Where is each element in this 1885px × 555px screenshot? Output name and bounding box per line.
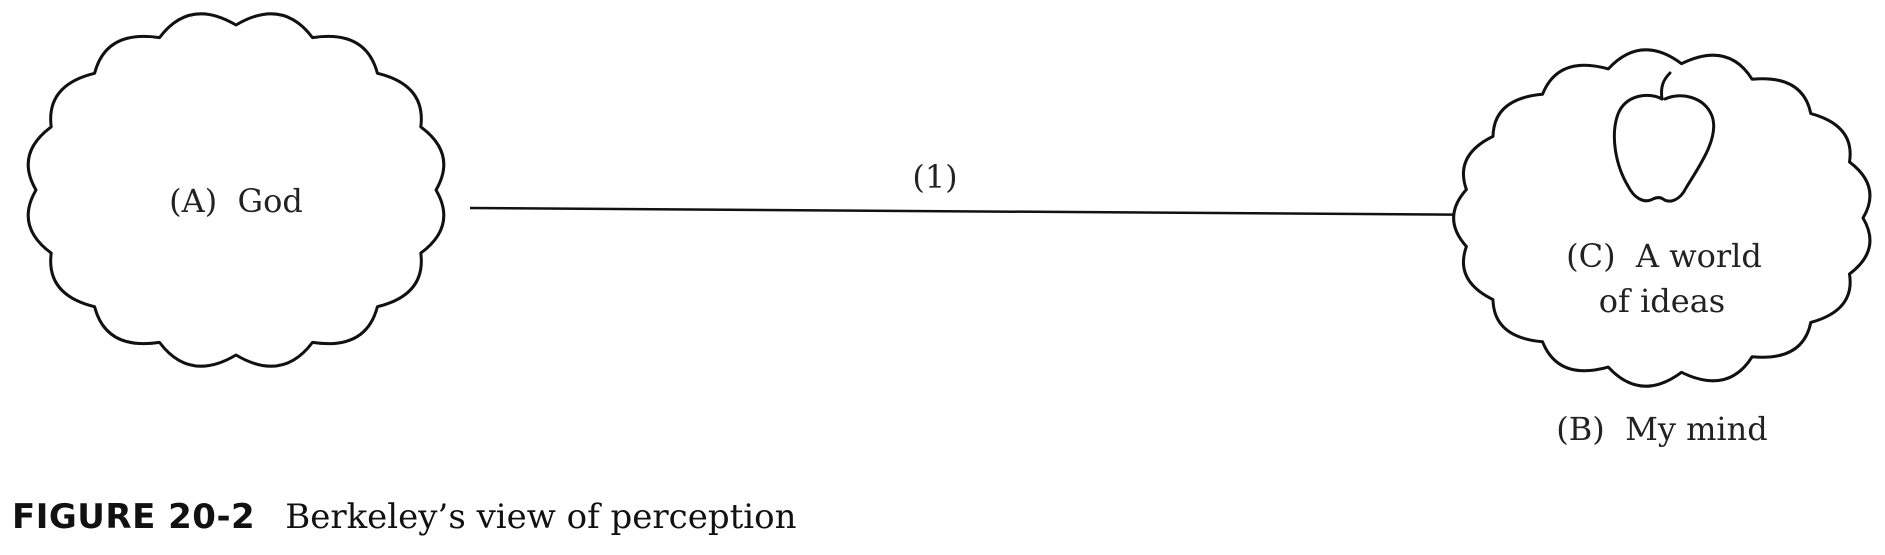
- god-cloud: [26, 12, 446, 368]
- world-label-line1: (C) A world: [1566, 237, 1762, 275]
- apple-icon: [1612, 71, 1716, 203]
- caption-figure-number: FIGURE 20-2: [12, 497, 256, 537]
- perception-arrow: [469, 206, 1509, 220]
- world-label-line2: of ideas: [1599, 282, 1725, 320]
- caption-title: Berkeley’s view of perception: [285, 497, 797, 537]
- arrow-label: (1): [912, 158, 957, 196]
- mind-label: (B) My mind: [1556, 410, 1768, 448]
- god-label: (A) God: [169, 182, 303, 220]
- figure-caption: FIGURE 20-2 Berkeley’s view of perception: [12, 497, 797, 537]
- world-of-ideas-cloud: [1452, 48, 1872, 388]
